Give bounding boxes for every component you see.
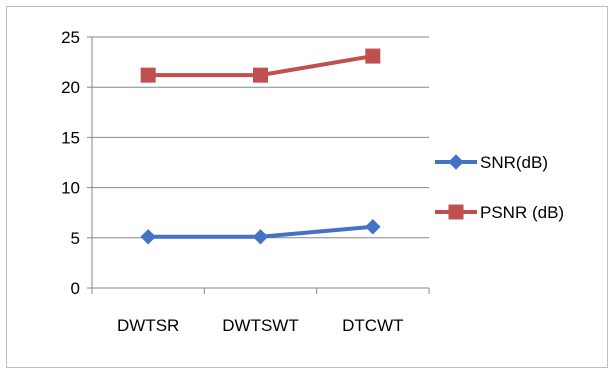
y-tick-label: 15 xyxy=(61,128,80,147)
chart-frame: 0 5 10 15 20 25 DWTSR DWTSWT DTCWT SNR(dB) PSNR (… xyxy=(6,6,608,368)
y-tick-label: 25 xyxy=(61,28,80,47)
legend-label-0: SNR(dB) xyxy=(480,153,548,172)
line-chart: 0 5 10 15 20 25 DWTSR DWTSWT DTCWT SNR(dB) PSNR (… xyxy=(61,28,564,335)
y-tick-label: 0 xyxy=(71,279,80,298)
legend-marker-1 xyxy=(448,204,464,220)
y-tick-label: 10 xyxy=(61,179,80,198)
data-point-1-0 xyxy=(140,67,156,83)
legend-marker-0 xyxy=(448,154,464,170)
data-point-1-1 xyxy=(253,67,268,83)
data-point-0-1 xyxy=(252,229,269,245)
x-tick-label: DWTSR xyxy=(117,316,179,335)
data-point-0-2 xyxy=(365,219,381,235)
y-tick-label: 5 xyxy=(71,229,80,248)
x-tick-label: DWTSWT xyxy=(222,316,298,335)
y-tick-label: 20 xyxy=(61,78,80,97)
legend-label-1: PSNR (dB) xyxy=(480,203,564,222)
data-point-0-0 xyxy=(140,229,156,245)
x-tick-label: DTCWT xyxy=(342,316,403,335)
data-point-1-2 xyxy=(365,48,381,64)
